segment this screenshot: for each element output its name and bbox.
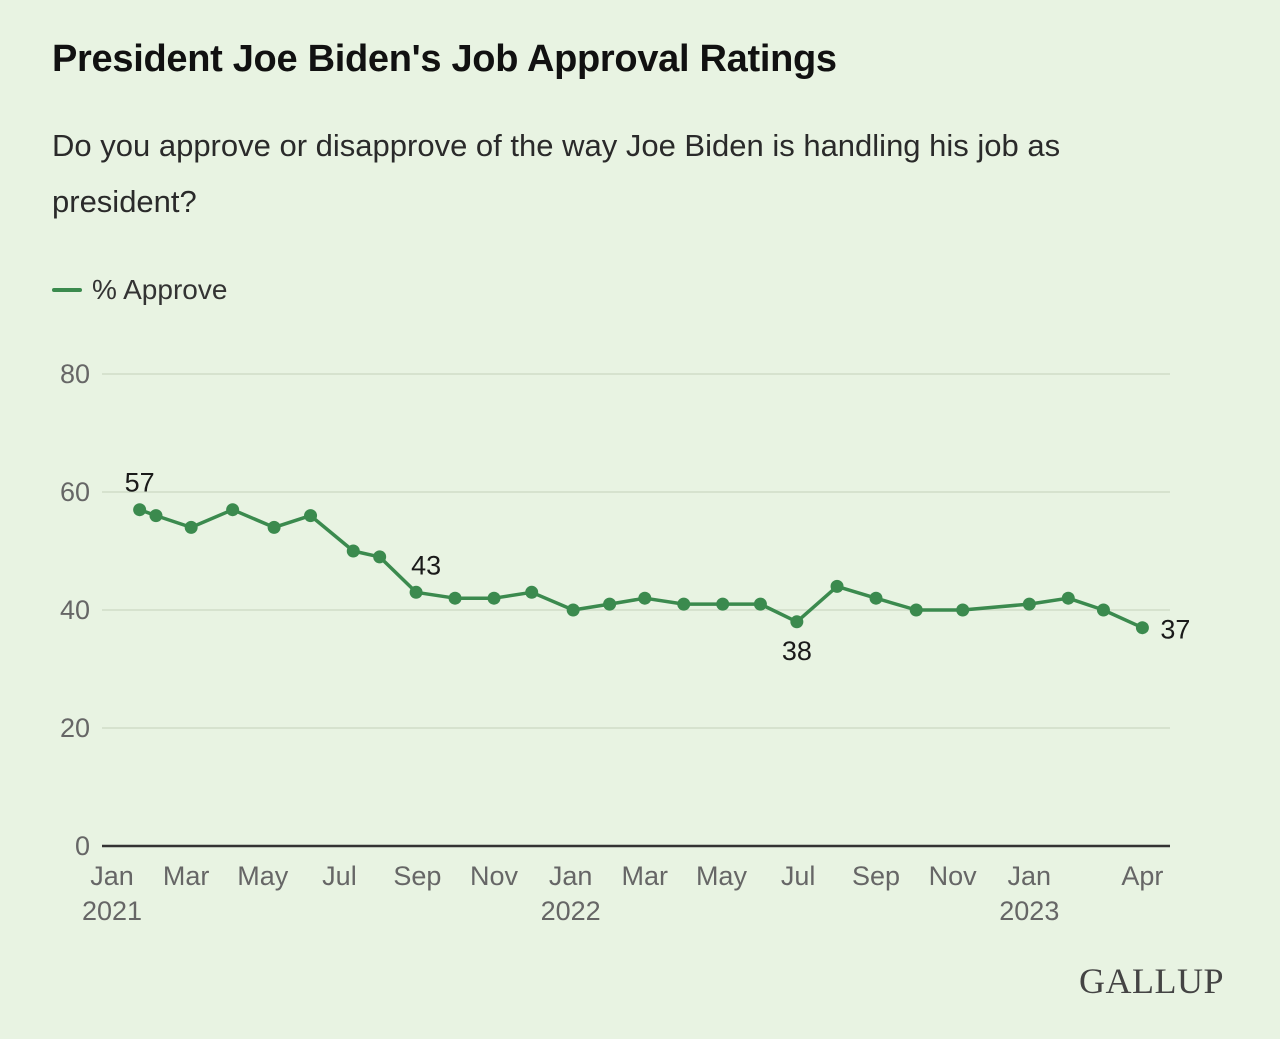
- data-label: 43: [411, 550, 441, 580]
- x-tick-label: May: [237, 861, 289, 891]
- data-point: [448, 591, 462, 605]
- x-tick-label: Nov: [470, 861, 519, 891]
- y-tick-label: 40: [60, 595, 90, 625]
- x-tick-label: Nov: [929, 861, 978, 891]
- data-point: [716, 597, 730, 611]
- x-tick-year-label: 2022: [541, 896, 601, 926]
- x-tick-label: May: [696, 861, 748, 891]
- data-point: [409, 585, 423, 599]
- x-tick-label: Mar: [163, 861, 210, 891]
- data-point: [1022, 597, 1036, 611]
- data-label: 38: [782, 636, 812, 666]
- x-tick-label: Jan: [549, 861, 593, 891]
- x-tick-label: Jan: [90, 861, 134, 891]
- data-point: [267, 520, 281, 534]
- y-tick-label: 0: [75, 831, 90, 861]
- x-tick-label: Sep: [852, 861, 900, 891]
- data-point: [753, 597, 767, 611]
- y-tick-label: 20: [60, 713, 90, 743]
- data-point: [909, 603, 923, 617]
- x-tick-label: Apr: [1121, 861, 1163, 891]
- data-point: [603, 597, 617, 611]
- data-point: [677, 597, 691, 611]
- data-point: [149, 509, 163, 523]
- data-point: [346, 544, 360, 558]
- data-label: 37: [1160, 615, 1190, 645]
- legend-label-approve: % Approve: [92, 274, 228, 305]
- data-point: [1061, 591, 1075, 605]
- data-point: [304, 509, 318, 523]
- chart-subtitle: Do you approve or disapprove of the way …: [52, 128, 1061, 219]
- data-point: [133, 503, 147, 517]
- legend-swatch-approve: [52, 288, 82, 292]
- data-point: [525, 585, 539, 599]
- data-point: [1135, 621, 1149, 635]
- chart-title: President Joe Biden's Job Approval Ratin…: [52, 38, 837, 80]
- data-point: [566, 603, 580, 617]
- data-label: 57: [125, 468, 155, 498]
- data-point: [184, 520, 198, 534]
- x-tick-label: Sep: [393, 861, 441, 891]
- legend: % Approve: [52, 274, 227, 306]
- data-point: [830, 579, 844, 593]
- data-point: [790, 615, 804, 629]
- x-tick-label: Jul: [781, 861, 816, 891]
- x-tick-label: Mar: [622, 861, 669, 891]
- y-tick-label: 60: [60, 477, 90, 507]
- data-point: [869, 591, 883, 605]
- data-point: [226, 503, 240, 517]
- data-point: [638, 591, 652, 605]
- x-tick-label: Jan: [1008, 861, 1052, 891]
- gallup-logo: GALLUP: [1079, 961, 1224, 1001]
- data-point: [1096, 603, 1110, 617]
- data-point: [956, 603, 970, 617]
- y-tick-label: 80: [60, 359, 90, 389]
- x-tick-year-label: 2021: [82, 896, 142, 926]
- data-point: [373, 550, 387, 564]
- data-point: [487, 591, 501, 605]
- x-tick-label: Jul: [322, 861, 357, 891]
- x-tick-year-label: 2023: [999, 896, 1059, 926]
